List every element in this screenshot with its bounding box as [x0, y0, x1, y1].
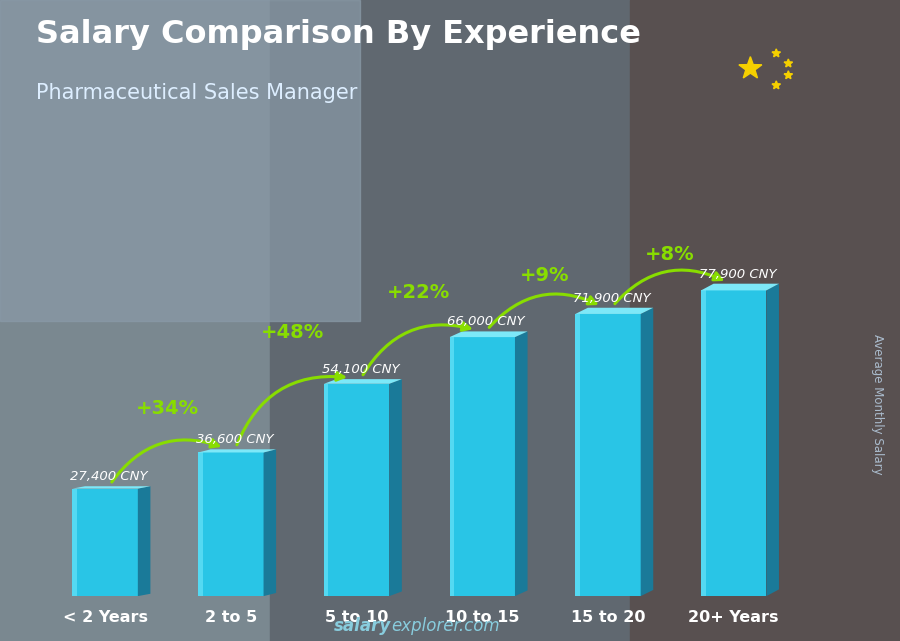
Text: 54,100 CNY: 54,100 CNY: [321, 363, 400, 376]
Polygon shape: [450, 331, 527, 337]
Polygon shape: [264, 449, 276, 596]
Polygon shape: [575, 308, 653, 314]
Polygon shape: [784, 71, 793, 79]
Bar: [450, 337, 515, 596]
Polygon shape: [390, 379, 401, 596]
Bar: [73, 488, 77, 596]
Text: 71,900 CNY: 71,900 CNY: [573, 292, 651, 304]
Text: +8%: +8%: [645, 246, 695, 265]
Bar: [324, 384, 390, 596]
Bar: [575, 314, 641, 596]
Bar: [575, 314, 580, 596]
Bar: [198, 453, 202, 596]
Text: +34%: +34%: [136, 399, 199, 419]
Polygon shape: [767, 284, 779, 596]
Text: +22%: +22%: [387, 283, 450, 303]
Text: +48%: +48%: [261, 323, 325, 342]
Polygon shape: [772, 49, 780, 57]
Polygon shape: [739, 56, 762, 78]
Polygon shape: [772, 81, 780, 89]
Polygon shape: [73, 487, 150, 488]
Bar: [324, 384, 328, 596]
Polygon shape: [641, 308, 653, 596]
Text: 27,400 CNY: 27,400 CNY: [70, 470, 148, 483]
Text: 36,600 CNY: 36,600 CNY: [196, 433, 274, 446]
Polygon shape: [701, 284, 779, 290]
Bar: [450, 337, 454, 596]
Text: +9%: +9%: [519, 265, 569, 285]
Polygon shape: [138, 487, 150, 596]
Text: salary: salary: [334, 617, 392, 635]
Bar: [701, 290, 706, 596]
Text: explorer.com: explorer.com: [392, 617, 500, 635]
Polygon shape: [324, 379, 401, 384]
Text: Pharmaceutical Sales Manager: Pharmaceutical Sales Manager: [36, 83, 357, 103]
Text: Average Monthly Salary: Average Monthly Salary: [871, 333, 884, 474]
Text: 77,900 CNY: 77,900 CNY: [698, 267, 777, 281]
Text: 66,000 CNY: 66,000 CNY: [447, 315, 525, 328]
Polygon shape: [515, 331, 527, 596]
Polygon shape: [198, 449, 276, 453]
Text: Salary Comparison By Experience: Salary Comparison By Experience: [36, 19, 641, 50]
Polygon shape: [784, 59, 793, 67]
Bar: [73, 488, 138, 596]
Bar: [198, 453, 264, 596]
Bar: [701, 290, 767, 596]
